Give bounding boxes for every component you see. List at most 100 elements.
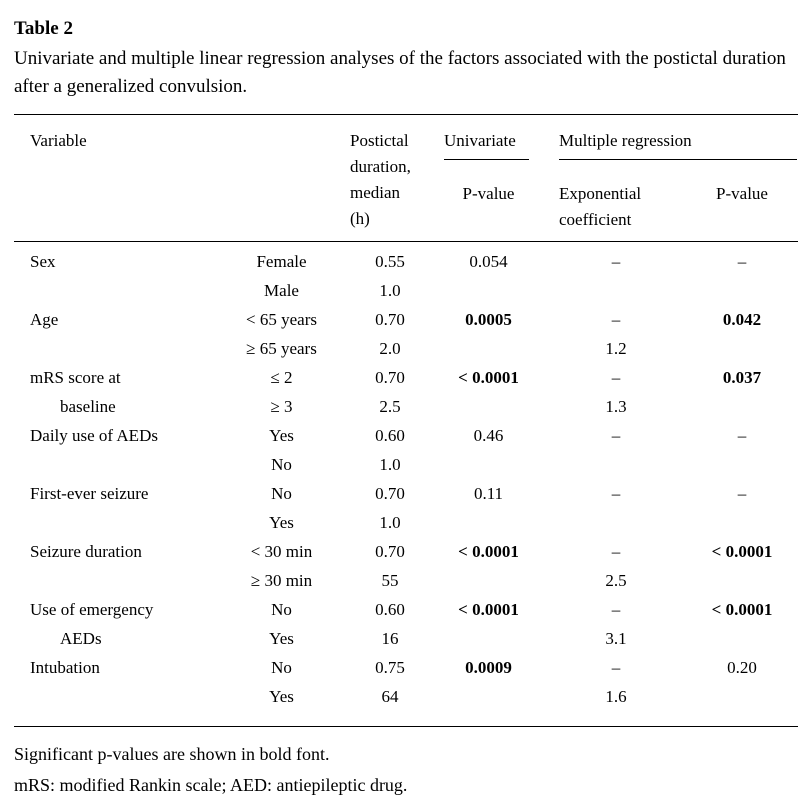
median-postictal-duration-cell: 0.70 — [375, 484, 405, 503]
univariate-p-value-cell — [431, 450, 546, 479]
median-postictal-duration-cell: 1.0 — [379, 455, 401, 474]
table-body: Sex Female 0.55 0.054 – – Male 1.0 Age < 65 years… — [14, 242, 798, 727]
category-cell: ≥ 3 — [270, 397, 293, 416]
table-row: First-ever seizure No 0.70 0.11 – – — [14, 479, 798, 508]
exponential-coefficient-cell: – — [611, 600, 621, 619]
col-header-variable: Variable — [30, 131, 87, 150]
table-row: No 1.0 — [14, 450, 798, 479]
variable-cell: Seizure duration — [30, 542, 142, 561]
table-row: Age < 65 years 0.70 0.0005 – 0.042 — [14, 305, 798, 334]
univariate-p-value-cell: 0.0005 — [465, 310, 512, 329]
median-postictal-duration-cell: 1.0 — [379, 281, 401, 300]
multiple-regression-p-value-cell: < 0.0001 — [711, 542, 773, 561]
table-caption: Univariate and multiple linear regressio… — [14, 48, 786, 97]
multiple-regression-p-value-cell: – — [737, 484, 747, 503]
univariate-p-value-cell: 0.0009 — [465, 658, 512, 677]
variable-cell: mRS score at — [30, 368, 121, 387]
median-postictal-duration-cell: 0.55 — [375, 252, 405, 271]
col-header-exponential-coefficient-label: Exponential coefficient — [559, 183, 642, 229]
category-cell: < 30 min — [250, 542, 313, 561]
col-header-mr-p-value: P-value — [716, 183, 768, 203]
multiple-regression-p-value-cell — [686, 334, 798, 363]
median-postictal-duration-cell: 0.60 — [375, 426, 405, 445]
category-cell: < 65 years — [246, 310, 317, 329]
exponential-coefficient-cell: – — [611, 542, 621, 561]
multiple-regression-p-value-cell: – — [737, 426, 747, 445]
table-row: Yes 1.0 — [14, 508, 798, 537]
variable-cell — [14, 450, 214, 479]
category-cell: Yes — [269, 629, 294, 648]
table-title: Table 2 — [14, 18, 73, 39]
univariate-p-value-cell: < 0.0001 — [458, 368, 519, 387]
median-postictal-duration-cell: 16 — [381, 629, 399, 648]
exponential-coefficient-cell: – — [611, 658, 621, 677]
variable-cell — [14, 508, 214, 537]
multiple-regression-p-value-cell — [686, 508, 798, 537]
exponential-coefficient-cell: – — [611, 252, 621, 271]
category-cell: Yes — [269, 687, 294, 706]
exponential-coefficient-cell: – — [611, 426, 621, 445]
table-row: Sex Female 0.55 0.054 – – — [14, 242, 798, 277]
median-postictal-duration-cell: 2.0 — [379, 339, 401, 358]
col-header-univariate: Univariate — [431, 115, 546, 166]
median-postictal-duration-cell: 0.75 — [375, 658, 405, 677]
category-cell: No — [271, 455, 292, 474]
variable-cell: AEDs — [60, 629, 102, 648]
header-row-subcolumns: P-value Exponential coefficient P-value — [14, 166, 798, 242]
univariate-p-value-cell — [431, 276, 546, 305]
exponential-coefficient-cell: 1.6 — [605, 687, 627, 706]
category-cell: Yes — [269, 426, 294, 445]
univariate-p-value-cell: 0.054 — [469, 252, 508, 271]
median-postictal-duration-cell: 0.70 — [375, 368, 405, 387]
multiple-regression-p-value-cell: – — [737, 252, 747, 271]
col-header-univariate-label: Univariate — [444, 128, 529, 160]
variable-cell: Use of emergency — [30, 600, 154, 619]
table-row: Male 1.0 — [14, 276, 798, 305]
variable-cell: Sex — [30, 252, 56, 271]
median-postictal-duration-cell: 64 — [381, 687, 399, 706]
table-footnotes: Significant p-values are shown in bold f… — [14, 739, 798, 801]
category-cell: No — [271, 600, 292, 619]
multiple-regression-p-value-cell — [686, 566, 798, 595]
median-postictal-duration-cell: 55 — [381, 571, 399, 590]
exponential-coefficient-cell: – — [611, 368, 621, 387]
median-postictal-duration-cell: 0.70 — [375, 542, 405, 561]
variable-cell — [14, 682, 214, 727]
category-cell: No — [271, 484, 292, 503]
exponential-coefficient-cell: 1.2 — [605, 339, 627, 358]
variable-cell: Daily use of AEDs — [30, 426, 158, 445]
exponential-coefficient-cell: 1.3 — [605, 397, 627, 416]
category-cell: ≥ 65 years — [246, 339, 317, 358]
exponential-coefficient-cell — [546, 276, 686, 305]
variable-cell — [14, 334, 214, 363]
category-cell: ≤ 2 — [270, 368, 293, 387]
multiple-regression-p-value-cell — [686, 392, 798, 421]
table-row: Intubation No 0.75 0.0009 – 0.20 — [14, 653, 798, 682]
category-cell: Female — [256, 252, 307, 271]
col-header-category-spacer — [214, 115, 349, 242]
exponential-coefficient-cell: 3.1 — [605, 629, 627, 648]
col-header-multiple-regression-label: Multiple regression — [559, 128, 798, 160]
univariate-p-value-cell — [431, 682, 546, 727]
median-postictal-duration-cell: 0.60 — [375, 600, 405, 619]
variable-cell — [14, 566, 214, 595]
variable-cell: First-ever seizure — [30, 484, 149, 503]
col-header-exponential-coefficient: Exponential coefficient — [546, 166, 686, 242]
col-header-postictal-duration: Postictal duration, median (h) — [349, 115, 431, 242]
multiple-regression-p-value-cell: 0.037 — [722, 368, 762, 387]
col-header-postictal-duration-label: Postictal duration, median (h) — [350, 131, 411, 228]
category-cell: Male — [264, 281, 299, 300]
multiple-regression-p-value-cell: 0.042 — [722, 310, 762, 329]
footnote-abbreviations: mRS: modified Rankin scale; AED: antiepi… — [14, 775, 408, 795]
univariate-p-value-cell — [431, 624, 546, 653]
univariate-p-value-cell — [431, 334, 546, 363]
univariate-p-value-cell: < 0.0001 — [458, 542, 519, 561]
table-row: Daily use of AEDs Yes 0.60 0.46 – – — [14, 421, 798, 450]
col-header-multiple-regression: Multiple regression — [546, 115, 798, 166]
univariate-p-value-cell — [431, 392, 546, 421]
multiple-regression-p-value-cell: 0.20 — [727, 658, 757, 677]
table-header: Variable Postictal duration, median (h) … — [14, 115, 799, 242]
exponential-coefficient-cell — [546, 508, 686, 537]
